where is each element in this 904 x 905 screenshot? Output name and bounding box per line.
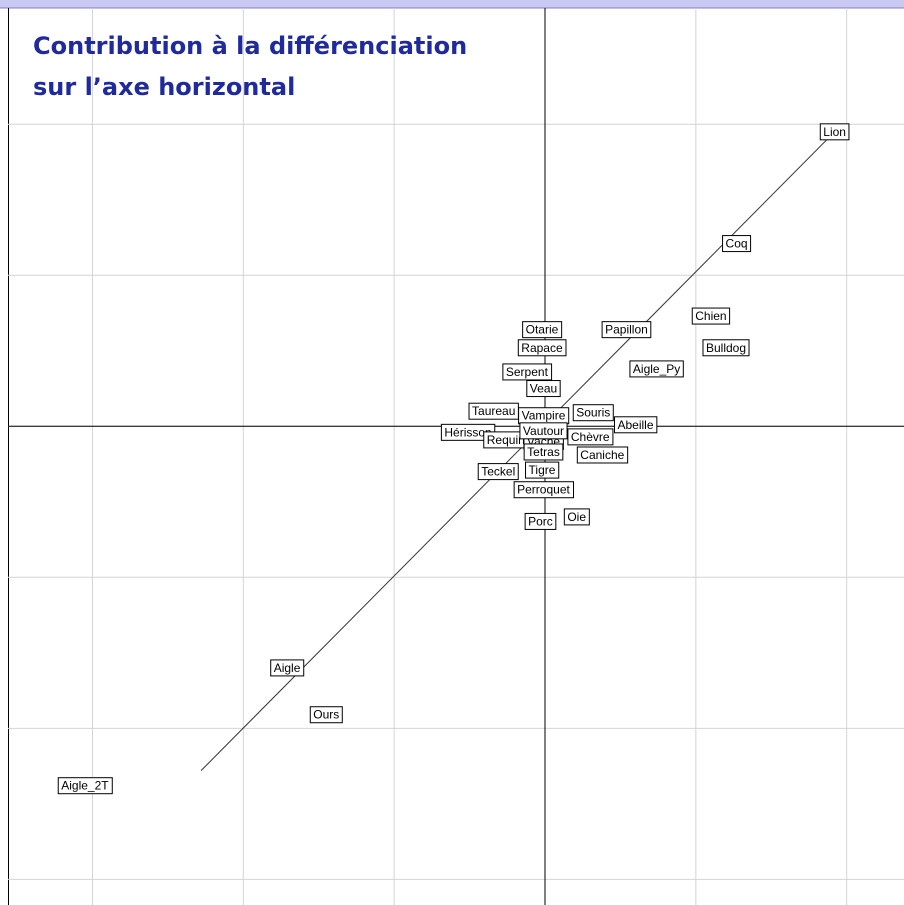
point-text: Serpent [506, 365, 549, 379]
label-box [519, 422, 568, 440]
point-text: Otarie [526, 323, 559, 337]
point-label: Caniche [576, 446, 629, 464]
point-label: Papillon [601, 321, 652, 339]
label-box [524, 512, 557, 530]
point-label: Veau [526, 380, 561, 398]
point-label: Vampire [518, 407, 570, 425]
point-label: Vautour [519, 422, 568, 440]
point-label: Lion [819, 123, 850, 141]
point-label: Chèvre [567, 428, 614, 446]
point-label: Serpent [502, 363, 553, 381]
label-box [57, 777, 113, 795]
point-text: Vampire [522, 409, 566, 423]
axes [8, 8, 904, 905]
label-box [526, 380, 561, 398]
point-text: Caniche [580, 448, 624, 462]
label-box [477, 463, 519, 481]
point-label: Aigle_2T [57, 777, 113, 795]
point-text: Porc [528, 514, 553, 528]
point-text: Ours [313, 708, 339, 722]
point-text: Coq [726, 237, 748, 251]
label-box [819, 123, 850, 141]
point-text: Tetras [527, 445, 560, 459]
label-box [563, 508, 590, 526]
point-label: Requin [483, 431, 529, 449]
point-text: Chien [695, 309, 726, 323]
point-label: Tigre [525, 461, 560, 479]
label-box [523, 443, 564, 461]
point-label: Coq [722, 235, 752, 253]
point-text: Aigle_2T [61, 779, 109, 793]
point-text: Hérisson [444, 425, 491, 439]
point-text: Abeille [617, 418, 653, 432]
point-label: Taureau [468, 402, 519, 420]
point-text: Taureau [472, 404, 515, 418]
point-label: Souris [572, 404, 614, 422]
point-label: Oie [563, 508, 590, 526]
point-text: Souris [576, 406, 610, 420]
point-text: Aigle_Py [633, 362, 680, 376]
point-label: Tetras [523, 443, 564, 461]
point-text: Oie [567, 510, 586, 524]
point-label: Aigle [270, 659, 305, 677]
point-text: Teckel [481, 465, 515, 479]
point-text: Papillon [605, 323, 648, 337]
top-bar [0, 0, 904, 8]
point-label: Teckel [477, 463, 519, 481]
point-text: Veau [530, 382, 557, 396]
label-box [502, 363, 553, 381]
point-text: Lion [823, 125, 846, 139]
point-text: Bulldog [706, 341, 746, 355]
label-box [525, 461, 560, 479]
label-box [309, 706, 343, 724]
point-label: Aigle_Py [629, 360, 684, 378]
point-label: Rapace [517, 339, 567, 357]
point-text: Aigle [274, 661, 301, 675]
point-label: Ours [309, 706, 343, 724]
point-label: Chien [691, 307, 731, 325]
point-label: Bulldog [702, 339, 750, 357]
label-box [567, 428, 614, 446]
point-text: Vautour [523, 424, 564, 438]
marks: Lion Coq Chien Bulldog Papillon Aigle_Py Otari… [57, 123, 850, 795]
label-box [517, 339, 567, 357]
point-text: Chèvre [571, 430, 610, 444]
chart-title: sur l’axe horizontal [33, 73, 295, 101]
point-text: Rapace [521, 341, 563, 355]
label-box [691, 307, 731, 325]
point-label: Porc [524, 512, 557, 530]
label-box [522, 321, 563, 339]
grid [8, 8, 904, 905]
trend-line [200, 126, 840, 771]
label-box [572, 404, 614, 422]
point-text: Perroquet [517, 483, 570, 497]
point-label: Perroquet [513, 481, 575, 499]
label-box [576, 446, 629, 464]
point-label: Abeille [613, 416, 658, 434]
label-box [702, 339, 750, 357]
label-box [629, 360, 684, 378]
label-box [722, 235, 752, 253]
label-box [270, 659, 305, 677]
label-box [513, 481, 575, 499]
point-label: Hérisson [440, 423, 496, 441]
label-box [601, 321, 652, 339]
point-text: Requin [487, 433, 525, 447]
point-label: Otarie [522, 321, 563, 339]
point-text: Tigre [529, 463, 556, 477]
label-box [613, 416, 658, 434]
chart-title: Contribution à la différenciation [33, 32, 467, 60]
